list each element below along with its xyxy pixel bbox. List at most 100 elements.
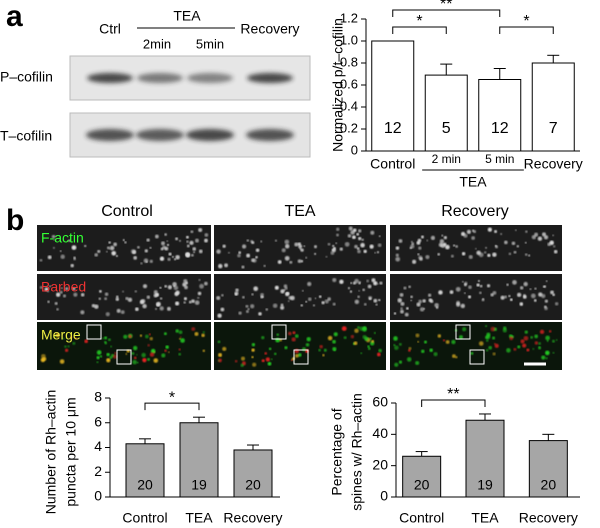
punctum xyxy=(418,246,422,250)
punctum xyxy=(426,239,429,242)
punctum xyxy=(220,307,225,312)
punctum xyxy=(545,335,550,341)
punctum xyxy=(349,290,353,293)
punctum xyxy=(404,312,409,317)
punctum xyxy=(178,330,183,335)
punctum xyxy=(554,302,559,306)
punctum xyxy=(399,292,404,297)
punctum xyxy=(373,298,378,303)
punctum xyxy=(142,284,148,289)
n-label: 20 xyxy=(137,477,153,493)
punctum xyxy=(358,290,360,292)
punctum xyxy=(97,249,101,254)
punctum xyxy=(198,249,203,254)
punctum xyxy=(373,332,376,334)
blot-band xyxy=(86,129,134,141)
punctum xyxy=(204,281,208,286)
punctum xyxy=(357,249,361,254)
punctum xyxy=(378,348,382,353)
punctum xyxy=(241,265,245,269)
punctum xyxy=(368,295,373,300)
punctum xyxy=(195,238,199,243)
punctum xyxy=(377,243,382,247)
punctum xyxy=(182,282,187,287)
punctum xyxy=(513,347,517,351)
punctum xyxy=(165,345,169,349)
punctum xyxy=(188,300,192,304)
punctum xyxy=(520,339,525,344)
punctum xyxy=(234,293,238,296)
punctum xyxy=(470,351,474,355)
punctum xyxy=(473,230,477,234)
inset-box xyxy=(455,324,471,340)
punctum xyxy=(267,361,272,366)
punctum xyxy=(291,337,296,342)
punctum xyxy=(162,245,166,250)
punctum xyxy=(69,335,73,339)
punctum xyxy=(394,345,399,351)
y-tick-label: 8 xyxy=(94,389,102,405)
punctum xyxy=(47,300,50,303)
punctum xyxy=(274,239,278,242)
punctum xyxy=(468,285,472,290)
punctum xyxy=(68,239,71,242)
punctum xyxy=(541,293,546,299)
punctum xyxy=(533,299,537,302)
punctum xyxy=(153,290,158,295)
punctum xyxy=(164,284,168,288)
punctum xyxy=(190,230,194,234)
punctum xyxy=(485,325,488,328)
punctum xyxy=(500,295,505,300)
punctum xyxy=(327,242,331,246)
punctum xyxy=(332,302,336,306)
punctum xyxy=(112,354,118,359)
punctum xyxy=(109,245,115,251)
punctum xyxy=(333,332,338,337)
blot-column: 5min xyxy=(196,36,224,51)
punctum xyxy=(393,336,398,341)
punctum xyxy=(290,359,293,362)
punctum xyxy=(46,290,50,293)
punctum xyxy=(352,235,356,240)
punctum xyxy=(164,349,167,353)
blot-column: 2min xyxy=(143,36,171,51)
punctum xyxy=(99,290,102,293)
x-tick-label: Recovery xyxy=(524,156,583,172)
punctum xyxy=(190,253,194,257)
punctum xyxy=(272,303,278,309)
punctum xyxy=(288,296,293,300)
punctum xyxy=(40,357,46,363)
punctum xyxy=(300,304,303,307)
punctum xyxy=(134,290,137,293)
punctum xyxy=(146,295,151,299)
blot-row: T–cofilin xyxy=(0,128,52,144)
punctum xyxy=(541,232,547,237)
punctum xyxy=(357,295,360,299)
punctum xyxy=(523,335,529,341)
punctum xyxy=(509,298,513,302)
punctum xyxy=(509,336,514,341)
punctum xyxy=(146,357,151,362)
punctum xyxy=(466,229,471,234)
punctum xyxy=(114,351,117,355)
punctum xyxy=(506,283,509,286)
punctum xyxy=(410,240,413,243)
punctum xyxy=(522,343,527,348)
punctum xyxy=(460,303,466,309)
punctum xyxy=(419,307,425,312)
punctum xyxy=(519,302,524,306)
punctum xyxy=(274,352,277,356)
punctum xyxy=(183,301,186,304)
punctum xyxy=(369,337,372,340)
punctum xyxy=(284,239,290,245)
inset-box xyxy=(116,349,132,365)
punctum xyxy=(294,334,299,338)
significance-label: * xyxy=(416,13,422,30)
punctum xyxy=(153,358,159,363)
punctum xyxy=(104,297,108,301)
punctum xyxy=(260,240,263,243)
punctum xyxy=(553,245,556,248)
punctum xyxy=(255,248,260,253)
punctum xyxy=(356,232,360,236)
punctum xyxy=(403,286,407,290)
